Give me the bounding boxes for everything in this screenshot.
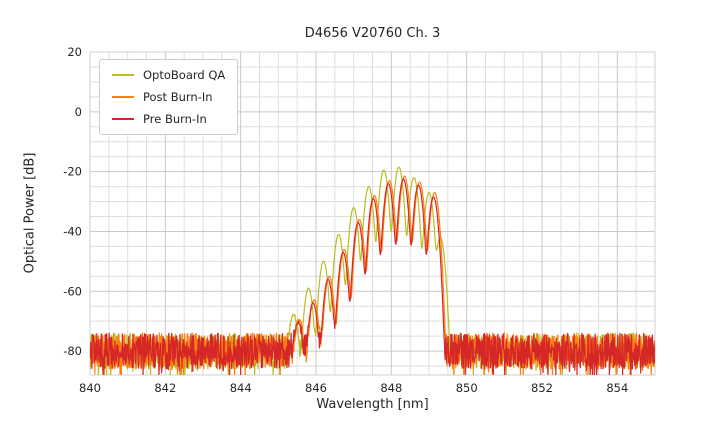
x-tick-label: 840 <box>79 381 101 395</box>
y-tick-label: 0 <box>75 105 82 119</box>
legend-line-optoboard-qa <box>112 74 134 76</box>
y-tick-label: -20 <box>63 165 82 179</box>
x-tick-label: 844 <box>230 381 252 395</box>
legend-item: Post Burn-In <box>112 90 225 104</box>
legend-item: Pre Burn-In <box>112 112 225 126</box>
legend-label: Pre Burn-In <box>143 112 207 126</box>
chart-title: D4656 V20760 Ch. 3 <box>304 26 441 41</box>
legend: OptoBoard QA Post Burn-In Pre Burn-In <box>99 59 239 135</box>
x-axis-label: Wavelength [nm] <box>316 397 429 412</box>
y-tick-label: 20 <box>67 45 82 59</box>
legend-item: OptoBoard QA <box>112 68 225 82</box>
legend-line-post-burn-in <box>112 96 134 98</box>
legend-label: Post Burn-In <box>143 90 213 104</box>
plot-frame <box>89 51 656 376</box>
x-tick-label: 850 <box>456 381 478 395</box>
legend-label: OptoBoard QA <box>143 68 226 82</box>
y-tick-label: -60 <box>63 284 82 298</box>
x-tick-label: 848 <box>380 381 402 395</box>
y-tick-label: -80 <box>63 344 82 358</box>
y-tick-label: -40 <box>63 224 82 238</box>
x-tick-label: 842 <box>154 381 176 395</box>
x-tick-label: 852 <box>531 381 553 395</box>
series-line-pre-burn-in <box>90 178 655 375</box>
legend-line-pre-burn-in <box>112 118 134 120</box>
x-tick-label: 854 <box>606 381 628 395</box>
x-tick-label: 846 <box>305 381 327 395</box>
